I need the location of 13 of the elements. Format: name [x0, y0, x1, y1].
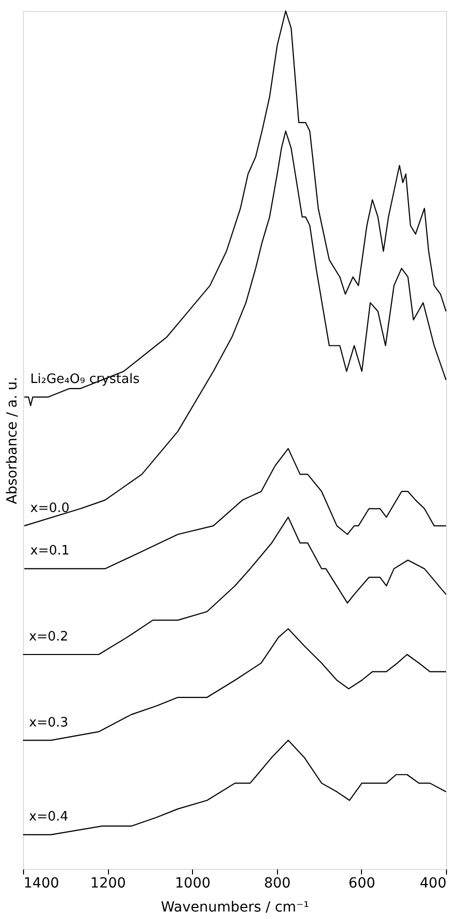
series-label: x=0.2	[29, 630, 68, 644]
series-label: x=0.0	[30, 500, 70, 516]
x-tick-label: 800	[264, 876, 291, 892]
x-tick-label: 1400	[24, 876, 60, 892]
x-tick-label: 600	[348, 876, 376, 892]
series-label: x=0.1	[30, 544, 70, 559]
series-label: x=0.3	[29, 715, 68, 730]
x-tick-label: 1200	[90, 876, 126, 892]
x-tick-label: 400	[420, 876, 446, 892]
y-axis-title: Absorbance / a. u.	[4, 376, 20, 504]
series-label: x=0.4	[29, 810, 68, 825]
x-axis-title: Wavenumbers / cm⁻¹	[160, 900, 310, 916]
x-tick-label: 1000	[174, 876, 211, 892]
